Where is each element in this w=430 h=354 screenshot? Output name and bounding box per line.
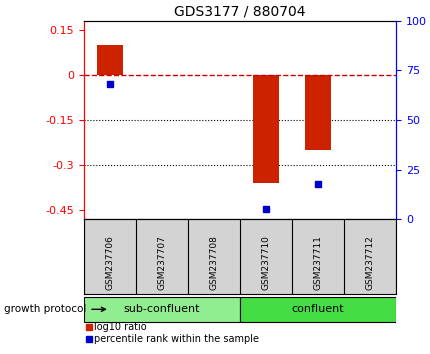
FancyBboxPatch shape bbox=[240, 297, 395, 322]
Bar bbox=[252, 75, 278, 183]
Text: percentile rank within the sample: percentile rank within the sample bbox=[94, 334, 258, 344]
Title: GDS3177 / 880704: GDS3177 / 880704 bbox=[174, 4, 305, 18]
Text: confluent: confluent bbox=[291, 304, 344, 314]
Text: GSM237711: GSM237711 bbox=[313, 235, 322, 290]
Text: growth protocol: growth protocol bbox=[4, 304, 105, 314]
Text: log10 ratio: log10 ratio bbox=[94, 322, 147, 332]
FancyBboxPatch shape bbox=[83, 297, 240, 322]
Bar bbox=[97, 45, 123, 75]
Text: GSM237706: GSM237706 bbox=[105, 235, 114, 290]
Text: sub-confluent: sub-confluent bbox=[123, 304, 200, 314]
Text: GSM237707: GSM237707 bbox=[157, 235, 166, 290]
Text: GSM237708: GSM237708 bbox=[209, 235, 218, 290]
Text: GSM237712: GSM237712 bbox=[365, 235, 374, 290]
Bar bbox=[304, 75, 330, 150]
Text: GSM237710: GSM237710 bbox=[261, 235, 270, 290]
